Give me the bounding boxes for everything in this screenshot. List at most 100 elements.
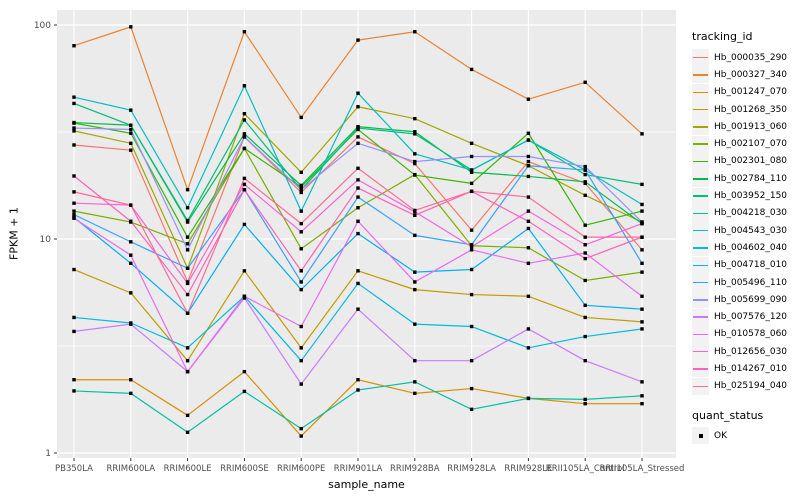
- data-point: [299, 230, 303, 234]
- data-point: [526, 195, 531, 199]
- legend-item-label: OK: [714, 430, 727, 441]
- data-point: [413, 280, 417, 284]
- legend-item-label: Hb_001268_350: [714, 104, 788, 115]
- x-tick-label: RRIM600SE: [220, 464, 269, 474]
- legend-key-swatch: [692, 256, 709, 274]
- data-point: [526, 261, 531, 265]
- legend-item-label: Hb_000327_340: [714, 69, 788, 80]
- data-point: [242, 118, 247, 122]
- data-point: [185, 248, 190, 252]
- legend-key-swatch: [692, 325, 709, 343]
- data-point: [526, 246, 531, 250]
- data-point: [640, 380, 644, 384]
- data-point: [640, 307, 644, 311]
- data-point: [129, 291, 133, 295]
- data-point: [356, 206, 360, 210]
- data-point: [583, 256, 587, 261]
- data-point: [469, 243, 474, 247]
- data-point: [640, 221, 644, 226]
- data-point: [640, 132, 644, 136]
- data-point: [640, 401, 644, 406]
- legend-item-label: Hb_002301_080: [714, 156, 788, 167]
- legend-item-label: Hb_003952_150: [714, 191, 788, 202]
- legend-items-list: Hb_000035_290 Hb_000327_340 Hb_001247_070 H…: [692, 49, 798, 395]
- data-point: [72, 190, 76, 194]
- data-point: [356, 186, 360, 190]
- legend-item: Hb_003952_150: [692, 187, 798, 205]
- legend-item-label: Hb_004543_030: [714, 225, 788, 236]
- data-point: [469, 324, 474, 329]
- legend-item: Hb_014267_010: [692, 360, 798, 378]
- data-point: [583, 164, 587, 169]
- data-point: [526, 159, 531, 164]
- data-point: [640, 327, 644, 331]
- data-point: [640, 294, 644, 298]
- legend-key-swatch: [692, 204, 709, 222]
- legend-item-label: Hb_005496_110: [714, 277, 788, 288]
- data-point: [129, 253, 133, 257]
- legend-item-label: Hb_001247_070: [714, 87, 788, 98]
- data-point: [583, 235, 587, 239]
- data-point: [299, 358, 303, 363]
- legend-key-swatch: [692, 49, 709, 67]
- data-point: [185, 187, 190, 192]
- legend-item: Hb_025194_040: [692, 377, 798, 395]
- data-point: [356, 388, 360, 392]
- data-point: [356, 269, 360, 273]
- data-point: [185, 266, 190, 270]
- x-tick-label: RRIM600LA: [106, 464, 155, 474]
- ok-point-swatch: [692, 427, 709, 445]
- data-point: [129, 240, 133, 244]
- data-point: [299, 170, 303, 174]
- data-point: [356, 38, 360, 42]
- data-point: [526, 396, 531, 401]
- line-swatch-icon: [693, 385, 708, 388]
- data-point: [299, 183, 303, 188]
- legend-item: Hb_004602_040: [692, 239, 798, 257]
- y-axis-title: FPKM + 1: [7, 207, 21, 260]
- legend-key-swatch: [692, 118, 709, 136]
- legend-item: Hb_004218_030: [692, 204, 798, 222]
- line-swatch-icon: [693, 368, 708, 370]
- data-point: [356, 231, 360, 236]
- data-point: [469, 141, 474, 146]
- data-point: [72, 212, 76, 217]
- data-point: [72, 174, 76, 178]
- data-point: [185, 430, 190, 434]
- data-point: [242, 389, 247, 394]
- data-point: [640, 202, 644, 207]
- line-swatch-icon: [693, 264, 708, 266]
- data-point: [413, 287, 417, 292]
- data-point: [640, 182, 644, 187]
- data-point: [413, 159, 417, 164]
- data-point: [583, 172, 587, 177]
- line-swatch-icon: [693, 247, 708, 249]
- legend-item: Hb_001913_060: [692, 118, 798, 136]
- data-point: [583, 303, 587, 307]
- legend-key-swatch: [692, 222, 709, 240]
- data-point: [299, 187, 303, 192]
- legend-key-swatch: [692, 274, 709, 291]
- legend-item: Hb_002784_110: [692, 170, 798, 188]
- data-point: [356, 378, 360, 382]
- data-point: [356, 178, 360, 182]
- data-point: [526, 226, 531, 231]
- data-point: [129, 148, 133, 152]
- legend-item: Hb_004718_010: [692, 256, 798, 274]
- legend-key-swatch: [692, 66, 709, 84]
- data-point: [299, 115, 303, 120]
- legend-item-label: Hb_007576_120: [714, 312, 788, 323]
- data-point: [185, 358, 190, 363]
- data-point: [72, 143, 76, 147]
- data-point: [72, 216, 76, 220]
- legend-key-swatch: [692, 152, 709, 170]
- data-point: [526, 164, 531, 168]
- data-point: [469, 67, 474, 72]
- data-point: [640, 235, 644, 239]
- line-swatch-icon: [693, 56, 708, 59]
- data-point: [583, 278, 587, 283]
- data-point: [583, 401, 587, 406]
- plot-panel: [57, 10, 676, 458]
- data-point: [469, 228, 474, 232]
